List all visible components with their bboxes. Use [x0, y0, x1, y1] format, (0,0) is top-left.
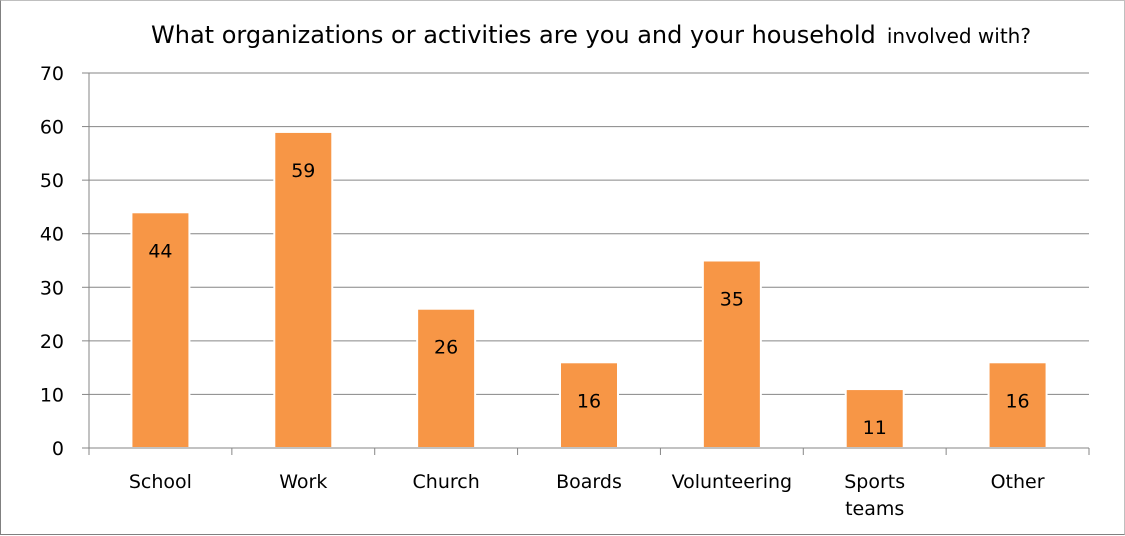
y-tick-label: 30: [40, 277, 64, 299]
x-tick-label: Sports teams: [844, 471, 905, 520]
data-label: 35: [720, 289, 744, 311]
chart-title-tail: involved with?: [887, 24, 1031, 48]
chart-title: What organizations or activities are you…: [151, 21, 1031, 49]
y-tick-label: 50: [40, 170, 64, 192]
y-tick-label: 40: [40, 224, 64, 246]
y-tick-label: 20: [40, 331, 64, 353]
x-tick-label-line: teams: [845, 498, 904, 520]
data-label: 44: [148, 240, 172, 262]
x-tick-label-line: Sports: [844, 471, 905, 493]
chart-title-main: What organizations or activities are you…: [151, 21, 876, 49]
bar: [273, 130, 334, 450]
y-tick-label: 60: [40, 117, 64, 139]
data-label: 26: [434, 337, 458, 359]
data-label: 11: [863, 417, 887, 439]
x-tick-label: Volunteering: [672, 471, 793, 493]
x-axis: [88, 73, 1090, 455]
y-tick-label: 70: [40, 63, 64, 85]
x-tick-label: Other: [991, 471, 1045, 493]
x-axis-labels: School Work Church Boards Volunteering Sports…: [129, 471, 1045, 520]
x-tick-label: Church: [413, 471, 480, 493]
bar: [559, 361, 619, 449]
data-label: 59: [291, 160, 315, 182]
y-axis-labels: 0 10 20 30 40 50 60 70: [40, 63, 64, 460]
data-label: 16: [577, 390, 601, 412]
data-labels: 44 59 26 16 35 11 16: [148, 160, 1029, 439]
bar: [416, 307, 477, 450]
y-tick-label: 10: [40, 384, 64, 406]
x-tick-label: Boards: [556, 471, 622, 493]
bar: [130, 211, 191, 449]
data-label: 16: [1005, 390, 1029, 412]
bars: [130, 130, 1048, 450]
y-tick-label: 0: [52, 438, 64, 460]
x-tick-label: Work: [279, 471, 327, 493]
gridlines: [82, 72, 1089, 449]
x-tick-label: School: [129, 471, 192, 493]
